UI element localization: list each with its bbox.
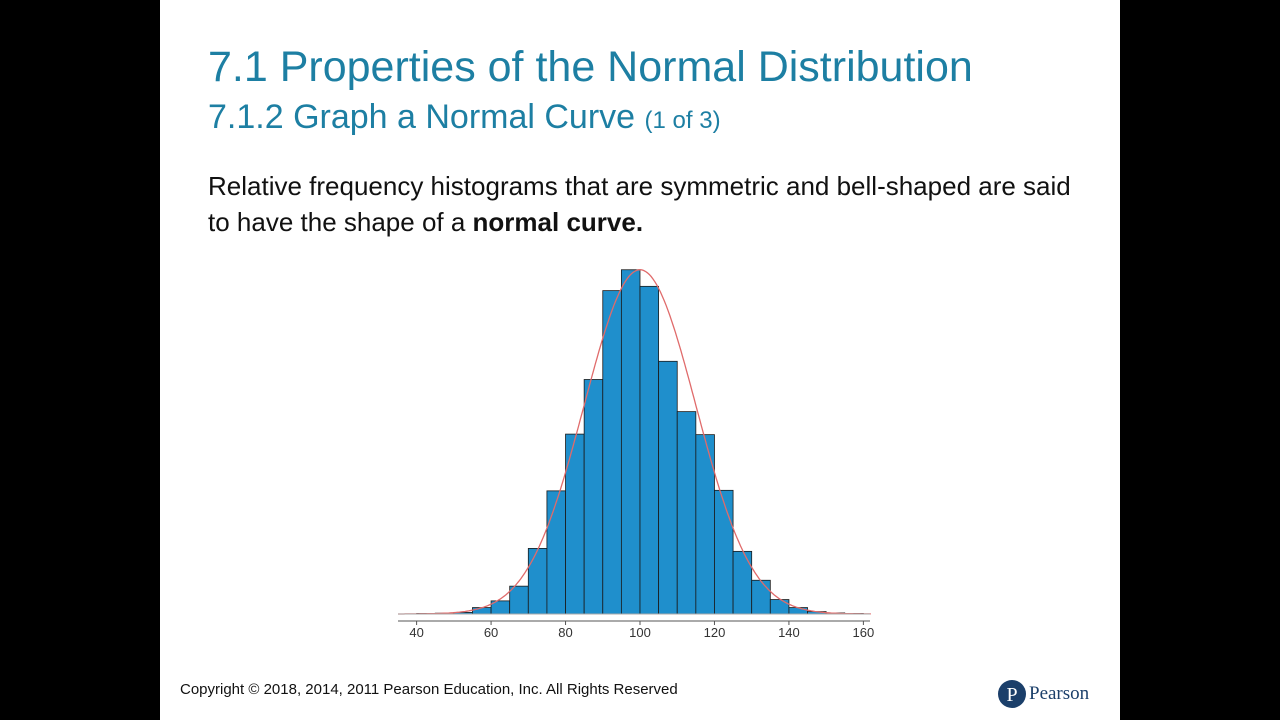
slide-title: 7.1 Properties of the Normal Distributio… (208, 43, 973, 91)
pearson-logo-letter: P (1006, 684, 1017, 706)
histogram-bar (788, 607, 808, 615)
histogram-bar (620, 269, 641, 615)
pearson-logo: P Pearson (998, 680, 1089, 708)
body-bold-term: normal curve. (472, 207, 644, 237)
histogram-bar (583, 379, 604, 615)
subtitle-text: 7.1.2 Graph a Normal Curve (208, 98, 636, 136)
x-tick-label: 80 (558, 625, 572, 640)
histogram-bar (676, 411, 697, 615)
histogram-bar (546, 490, 566, 615)
histogram-bar (732, 550, 753, 615)
x-tick-label: 140 (778, 625, 800, 640)
histogram-bar (769, 599, 790, 615)
copyright-text: Copyright © 2018, 2014, 2011 Pearson Edu… (180, 681, 678, 698)
x-axis-ticks: 40 60 80 100 120 140 160 (409, 621, 874, 640)
x-tick-label: 100 (629, 625, 651, 640)
pearson-logo-text: Pearson (1029, 683, 1090, 704)
body-sentence: Relative frequency histograms that are s… (208, 171, 1071, 237)
slide: 7.1 Properties of the Normal Distributio… (160, 0, 1120, 720)
histogram-bar (509, 585, 529, 615)
histogram-bar (639, 285, 660, 615)
histogram-bar (751, 579, 771, 615)
histogram-chart: 40 60 80 100 120 140 160 (398, 269, 874, 640)
pearson-logo-icon: P (998, 680, 1026, 708)
slide-part-indicator: (1 of 3) (644, 107, 721, 134)
body-text: Relative frequency histograms that are s… (208, 168, 1088, 240)
slide-subtitle: 7.1.2 Graph a Normal Curve (1 of 3) (208, 95, 721, 143)
x-tick-label: 160 (853, 625, 875, 640)
histogram-bars (416, 269, 864, 615)
histogram-bar (472, 607, 492, 615)
x-tick-label: 60 (484, 625, 498, 640)
histogram-bar (714, 489, 734, 615)
histogram-bar (602, 290, 622, 615)
histogram-bar (527, 548, 548, 615)
normal-curve (398, 269, 871, 615)
histogram-bar (658, 360, 678, 615)
x-tick-label: 40 (409, 625, 423, 640)
x-tick-label: 120 (704, 625, 726, 640)
